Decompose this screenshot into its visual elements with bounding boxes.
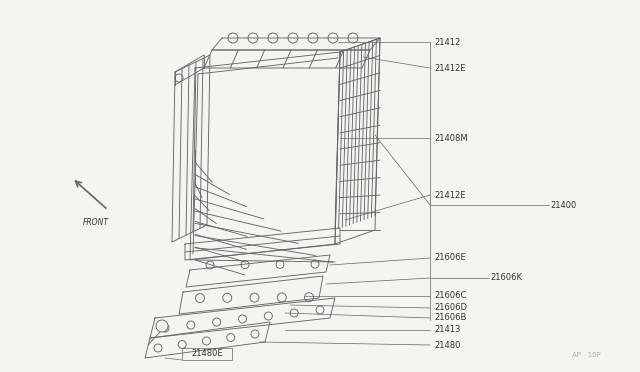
Circle shape xyxy=(202,337,211,345)
Text: 21480E: 21480E xyxy=(191,350,223,359)
Circle shape xyxy=(328,33,338,43)
Circle shape xyxy=(227,334,235,341)
Circle shape xyxy=(241,261,249,269)
Circle shape xyxy=(212,318,221,326)
Circle shape xyxy=(316,306,324,314)
Text: 21480: 21480 xyxy=(434,340,460,350)
Circle shape xyxy=(288,33,298,43)
Text: 21606K: 21606K xyxy=(490,273,522,282)
Circle shape xyxy=(228,33,238,43)
Circle shape xyxy=(187,321,195,329)
Text: 21412: 21412 xyxy=(434,38,460,46)
Circle shape xyxy=(175,74,183,82)
Circle shape xyxy=(223,293,232,302)
Text: 21606D: 21606D xyxy=(434,304,467,312)
Circle shape xyxy=(264,312,273,320)
Text: 21408M: 21408M xyxy=(434,134,468,142)
Circle shape xyxy=(206,261,214,269)
Text: 21413: 21413 xyxy=(434,326,460,334)
Circle shape xyxy=(277,293,286,302)
Text: 21400: 21400 xyxy=(550,201,576,209)
Text: 21606E: 21606E xyxy=(434,253,466,263)
Circle shape xyxy=(250,293,259,302)
Circle shape xyxy=(248,33,258,43)
Circle shape xyxy=(195,294,205,302)
Circle shape xyxy=(179,340,186,349)
Text: AP   10P: AP 10P xyxy=(572,352,601,358)
Circle shape xyxy=(305,293,314,302)
Circle shape xyxy=(251,330,259,338)
Text: 21606C: 21606C xyxy=(434,292,467,301)
Circle shape xyxy=(156,320,168,332)
Circle shape xyxy=(290,309,298,317)
Text: FRONT: FRONT xyxy=(83,218,109,227)
Circle shape xyxy=(348,33,358,43)
Circle shape xyxy=(308,33,318,43)
Circle shape xyxy=(161,324,169,332)
Circle shape xyxy=(311,260,319,268)
Circle shape xyxy=(154,344,162,352)
Text: 21412E: 21412E xyxy=(434,64,465,73)
Circle shape xyxy=(239,315,246,323)
Text: 21606B: 21606B xyxy=(434,314,467,323)
Circle shape xyxy=(268,33,278,43)
Circle shape xyxy=(276,260,284,269)
Text: 21412E: 21412E xyxy=(434,190,465,199)
